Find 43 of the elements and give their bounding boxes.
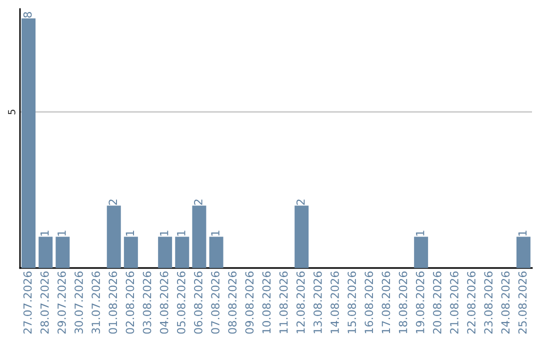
x-tick-label: 18.08.2026 <box>398 271 408 334</box>
x-tick-label: 13.08.2026 <box>313 271 322 334</box>
x-tick-label: 31.07.2026 <box>92 271 100 334</box>
data-label: 8 <box>23 12 32 18</box>
x-tick-label: 23.08.2026 <box>484 271 493 334</box>
x-tick-label: 09.08.2026 <box>245 271 254 334</box>
x-tick-label: 24.08.2026 <box>501 271 510 334</box>
data-label: 1 <box>40 230 49 236</box>
x-tick-label: 04.08.2026 <box>160 271 168 334</box>
data-label: 2 <box>108 200 117 205</box>
x-tick-label: 02.08.2026 <box>126 271 134 334</box>
data-label: 1 <box>160 230 168 236</box>
data-label: 2 <box>296 200 305 205</box>
x-tick-label: 14.08.2026 <box>330 271 339 334</box>
data-label: 1 <box>518 230 527 236</box>
x-tick-label: 15.08.2026 <box>348 271 356 334</box>
x-tick-label: 25.08.2026 <box>518 271 527 334</box>
data-label: 1 <box>126 230 134 236</box>
x-tick-label: 16.08.2026 <box>364 271 374 334</box>
x-tick-label: 06.08.2026 <box>194 271 202 334</box>
x-tick-label: 22.08.2026 <box>467 271 476 334</box>
x-tick-label: 19.08.2026 <box>416 271 424 334</box>
data-label: 1 <box>177 230 186 236</box>
x-tick-label: 21.08.2026 <box>450 271 458 334</box>
x-tick-label: 17.08.2026 <box>382 271 390 334</box>
x-tick-label: 20.08.2026 <box>432 271 442 334</box>
x-tick-label: 29.07.2026 <box>57 271 66 334</box>
x-tick-label: 08.08.2026 <box>228 271 237 334</box>
x-tick-label: 12.08.2026 <box>296 271 305 334</box>
data-label: 1 <box>58 230 66 236</box>
x-tick-label: 05.08.2026 <box>176 271 186 334</box>
x-tick-label: 27.07.2026 <box>23 271 32 334</box>
x-tick-label: 28.07.2026 <box>40 271 49 334</box>
y-tick-label: 5 <box>8 110 16 114</box>
data-label: 2 <box>194 200 202 205</box>
x-tick-label: 03.08.2026 <box>142 271 152 334</box>
x-tick-label: 07.08.2026 <box>211 271 220 334</box>
data-label: 1 <box>416 230 424 236</box>
data-label: 1 <box>211 230 220 236</box>
x-tick-label: 10.08.2026 <box>262 271 271 334</box>
x-tick-label: 11.08.2026 <box>279 271 288 334</box>
x-tick-label: 30.07.2026 <box>74 271 83 334</box>
x-tick-label: 01.08.2026 <box>108 271 118 334</box>
